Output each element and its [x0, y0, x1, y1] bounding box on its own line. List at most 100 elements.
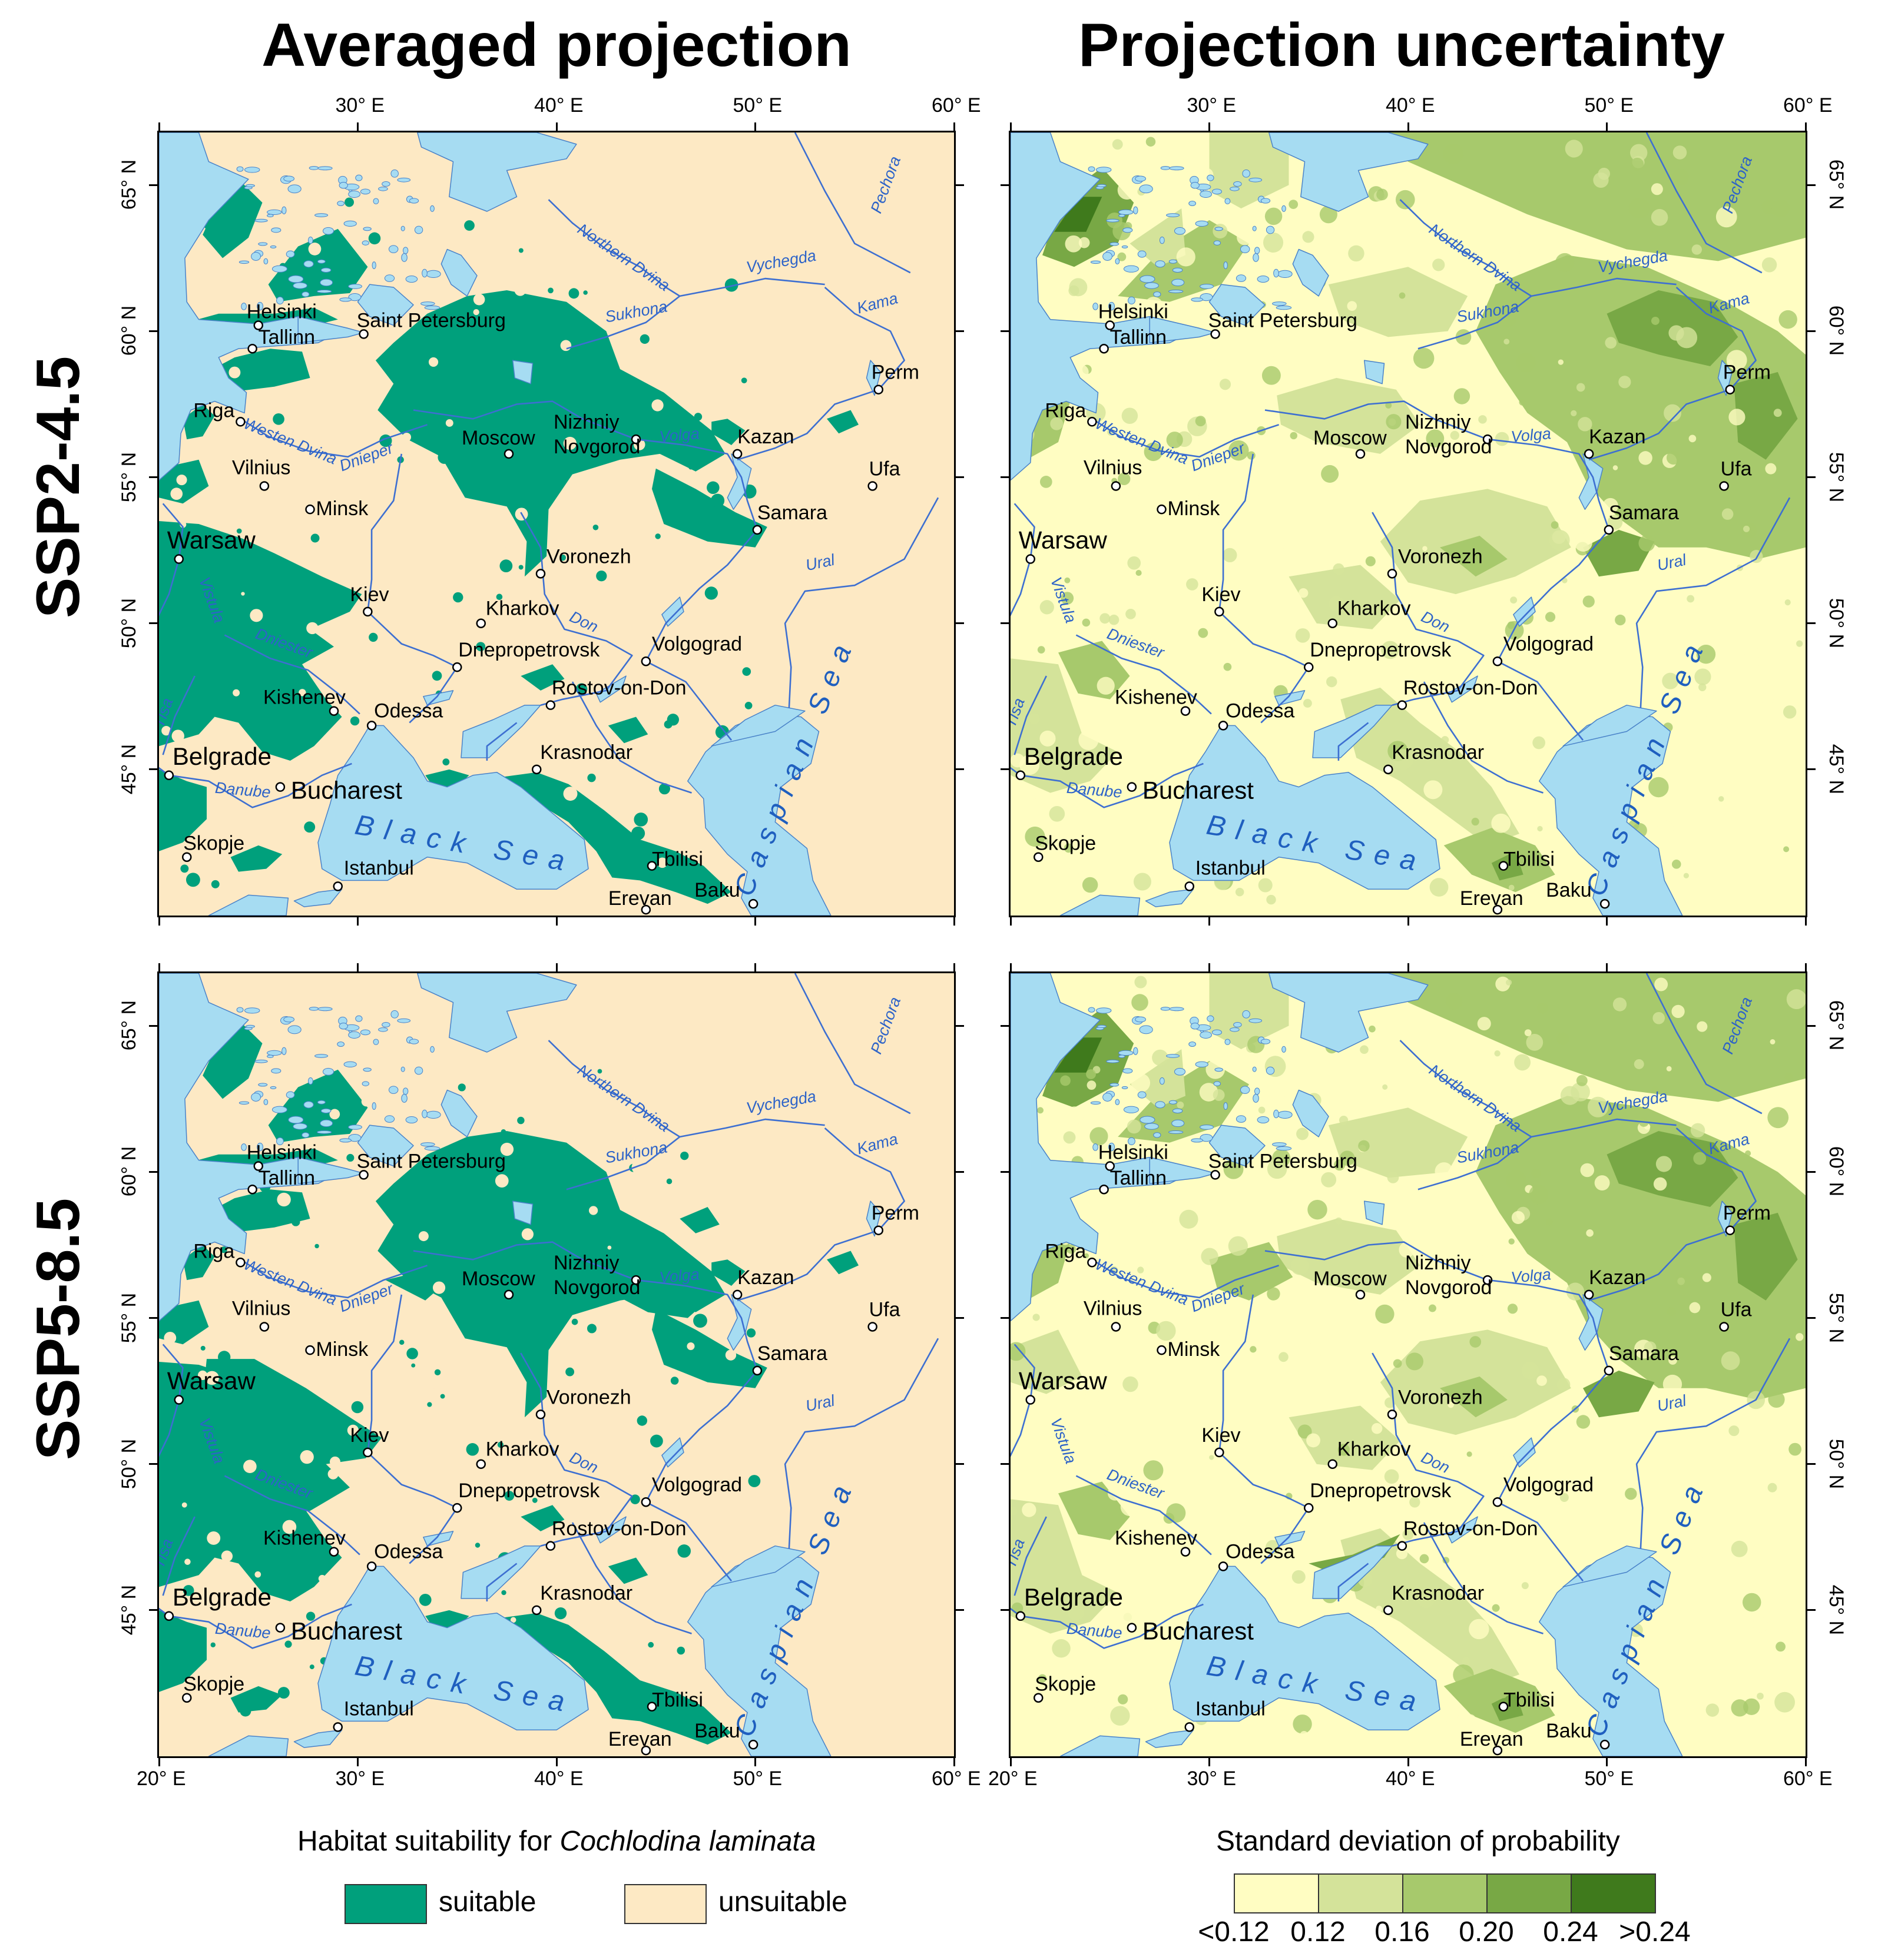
river [1645, 132, 1763, 274]
lake [317, 259, 326, 264]
uncertainty-speckle [1771, 199, 1790, 218]
uncertainty-speckle [1687, 709, 1708, 730]
uncertainty-speckle [1011, 563, 1023, 583]
uncertainty-speckle [1581, 241, 1589, 250]
uncertainty-speckle [1131, 994, 1148, 1011]
uncertainty-speckle [1283, 544, 1289, 550]
habitat-speckle [266, 668, 272, 674]
city-label: Ufa [869, 1298, 900, 1321]
city-marker [532, 1605, 542, 1616]
uncertainty-speckle [1307, 1199, 1327, 1220]
suitable-area [203, 179, 263, 258]
habitat-speckle [674, 1354, 680, 1359]
river [1013, 1516, 1047, 1596]
lake [288, 275, 304, 283]
lake [390, 169, 399, 178]
water-kama-res [866, 360, 881, 396]
lake [263, 1099, 269, 1106]
uncertainty-speckle [1672, 145, 1687, 160]
lake [1090, 260, 1101, 264]
uncertainty-speckle [1097, 676, 1115, 695]
axis-tick [956, 184, 964, 186]
lake [405, 1116, 418, 1124]
uncertainty-speckle [1127, 556, 1141, 570]
river-label: Vychegda [745, 1087, 817, 1117]
river [566, 295, 681, 350]
city-label: Bucharest [1142, 777, 1254, 804]
uncertainty-speckle [1143, 1460, 1164, 1481]
axis-tick [149, 1609, 157, 1611]
habitat-speckle [293, 1243, 305, 1255]
habitat-speckle [514, 284, 526, 296]
lake [337, 201, 345, 206]
uncertainty-speckle [1016, 1720, 1026, 1729]
uncertainty-speckle [1531, 1168, 1541, 1178]
habitat-speckle [440, 1394, 445, 1399]
river-label: Dnieper [337, 1279, 396, 1315]
uncertainty-zone [1388, 132, 1806, 261]
suitable-area [608, 717, 648, 744]
longitude-tick-label: 50° E [1584, 1767, 1634, 1790]
axis-tick [357, 122, 359, 131]
water-caspian-n [711, 1545, 806, 1587]
river [367, 453, 458, 724]
city-marker [867, 481, 877, 491]
habitat-speckle [370, 1238, 380, 1246]
habitat-speckle [614, 1043, 629, 1058]
latitude-tick-label: 55° N [118, 452, 141, 502]
water-volgograd-res [1513, 1437, 1536, 1468]
river [413, 1241, 759, 1582]
lake [1260, 198, 1271, 204]
habitat-speckle [704, 586, 718, 600]
habitat-speckle [596, 571, 607, 582]
lake [1233, 1022, 1242, 1027]
uncertainty-speckle [1668, 1356, 1677, 1365]
lake [302, 1132, 310, 1138]
city-marker [1492, 1745, 1503, 1756]
city-label: Volgograd [1503, 633, 1594, 655]
uncertainty-zone [1329, 267, 1468, 337]
city-label: Volgograd [652, 1474, 742, 1496]
uncertainty-speckle [1687, 595, 1695, 603]
lake [1174, 227, 1186, 235]
water-rybinsk [1363, 1200, 1385, 1225]
habitat-speckle [631, 826, 645, 840]
habitat-speckle [575, 1195, 587, 1207]
uncertainty-speckle [1082, 618, 1091, 627]
habitat-speckle [677, 1544, 691, 1558]
uncertainty-speckle [1108, 614, 1119, 625]
uncertainty-speckle [1505, 979, 1512, 986]
city-marker [174, 1395, 184, 1405]
lake [267, 1050, 282, 1056]
habitat-speckle [197, 1370, 208, 1380]
city-label: Baku [694, 879, 740, 901]
lake [1137, 250, 1147, 258]
uncertainty-speckle [1625, 1487, 1637, 1500]
uncertainty-speckle [1089, 1127, 1108, 1146]
habitat-speckle [563, 787, 578, 801]
lake [422, 1109, 428, 1119]
lake [1276, 305, 1292, 310]
city-marker [1127, 1623, 1137, 1633]
water-aegean [1059, 894, 1141, 916]
habitat-speckle [270, 516, 283, 529]
city-marker [1180, 1547, 1191, 1557]
uncertainty-speckle [1375, 1304, 1395, 1324]
habitat-speckle [474, 1103, 482, 1112]
legend-swatch-suitable [345, 1884, 427, 1924]
lake [314, 213, 329, 217]
river [1417, 295, 1532, 350]
lake [1160, 166, 1171, 170]
uncertainty-speckle [1718, 796, 1724, 802]
habitat-speckle [725, 1349, 737, 1361]
city-marker [748, 1739, 759, 1750]
uncertainty-speckle [1781, 869, 1790, 878]
suitable-area [620, 1286, 708, 1318]
lake [1155, 1101, 1165, 1109]
lake [363, 227, 372, 231]
habitat-speckle [501, 1590, 506, 1596]
axis-tick [555, 122, 558, 131]
city-label: Dnepropetrovsk [1310, 1480, 1452, 1502]
uncertainty-zone [1054, 1037, 1102, 1073]
lake [1257, 276, 1270, 283]
